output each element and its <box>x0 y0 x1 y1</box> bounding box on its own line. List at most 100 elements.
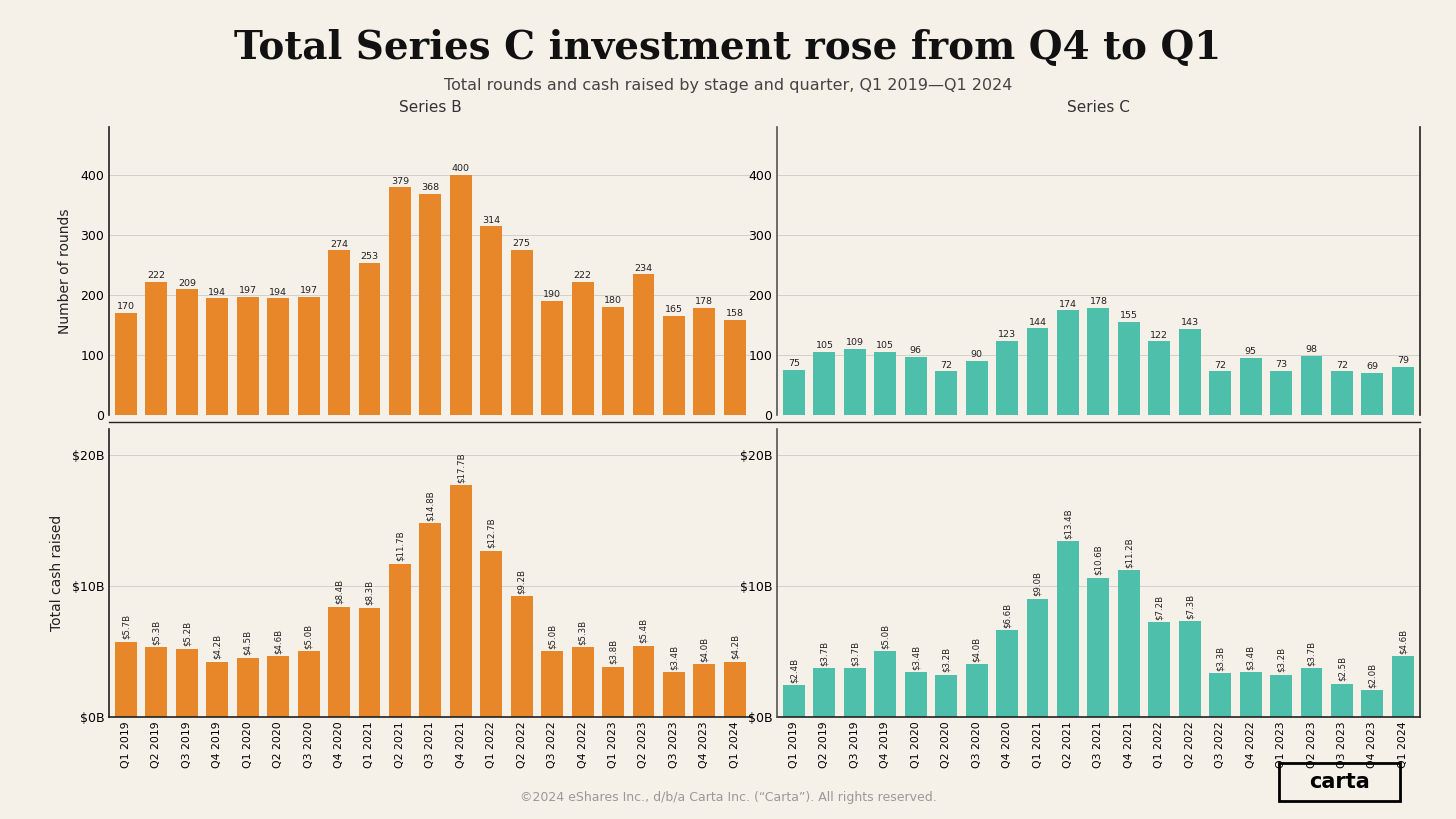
Text: $5.2B: $5.2B <box>182 621 191 646</box>
Bar <box>176 649 198 717</box>
Bar <box>207 298 229 414</box>
Text: $3.2B: $3.2B <box>1277 647 1286 672</box>
Text: carta: carta <box>1309 771 1370 792</box>
Text: ©2024 eShares Inc., d/b/a Carta Inc. (“Carta”). All rights reserved.: ©2024 eShares Inc., d/b/a Carta Inc. (“C… <box>520 791 936 804</box>
Bar <box>1270 675 1291 717</box>
Bar <box>572 282 594 414</box>
Text: $4.2B: $4.2B <box>213 634 221 659</box>
Text: $3.7B: $3.7B <box>1307 640 1316 666</box>
Text: $9.2B: $9.2B <box>517 568 526 594</box>
Bar <box>996 341 1018 414</box>
Text: $4.0B: $4.0B <box>973 636 981 662</box>
Text: 194: 194 <box>208 287 226 296</box>
Text: $8.4B: $8.4B <box>335 579 344 604</box>
Y-axis label: Number of rounds: Number of rounds <box>58 208 73 333</box>
Text: $5.0B: $5.0B <box>304 623 313 649</box>
Bar <box>572 647 594 717</box>
Text: $12.7B: $12.7B <box>486 518 495 548</box>
Text: 123: 123 <box>997 330 1016 339</box>
Bar <box>1239 358 1261 414</box>
Text: 105: 105 <box>877 341 894 350</box>
Text: 253: 253 <box>361 252 379 261</box>
Bar <box>419 194 441 414</box>
Text: $10.6B: $10.6B <box>1093 545 1104 576</box>
Text: $11.2B: $11.2B <box>1124 537 1133 568</box>
Bar <box>480 226 502 414</box>
Bar <box>480 550 502 717</box>
Bar <box>904 357 926 414</box>
Text: 222: 222 <box>574 271 591 280</box>
Text: $5.4B: $5.4B <box>639 618 648 644</box>
Text: $3.2B: $3.2B <box>942 647 951 672</box>
Bar <box>450 485 472 717</box>
Bar <box>935 675 957 717</box>
Bar <box>297 651 319 717</box>
Bar <box>662 315 684 414</box>
Bar <box>904 672 926 717</box>
Text: 69: 69 <box>1366 363 1379 372</box>
Bar <box>965 360 987 414</box>
Text: 178: 178 <box>696 297 713 306</box>
Text: $2.4B: $2.4B <box>789 658 798 682</box>
Text: $9.0B: $9.0B <box>1034 572 1042 596</box>
Bar <box>1149 622 1171 717</box>
Bar <box>1392 657 1414 717</box>
Text: 234: 234 <box>635 264 652 273</box>
Bar <box>328 251 349 414</box>
Bar <box>632 274 654 414</box>
Bar <box>207 662 229 717</box>
Text: 197: 197 <box>300 286 317 295</box>
Bar <box>1361 690 1383 717</box>
Text: 72: 72 <box>1214 360 1226 369</box>
Text: 180: 180 <box>604 296 622 305</box>
Text: $4.6B: $4.6B <box>274 629 282 654</box>
Bar <box>450 175 472 414</box>
Bar <box>662 672 684 717</box>
Text: 197: 197 <box>239 286 256 295</box>
Text: Series C: Series C <box>1067 101 1130 115</box>
Text: 170: 170 <box>116 302 135 311</box>
Text: $6.6B: $6.6B <box>1003 603 1012 627</box>
Text: 178: 178 <box>1089 297 1108 306</box>
Bar <box>783 369 805 414</box>
Bar <box>358 263 380 414</box>
Bar <box>268 657 290 717</box>
Bar <box>814 668 836 717</box>
Text: 158: 158 <box>725 309 744 318</box>
Bar <box>542 301 563 414</box>
Bar <box>996 631 1018 717</box>
Bar <box>1300 356 1322 414</box>
Bar <box>965 664 987 717</box>
Bar <box>724 662 745 717</box>
Text: $3.4B: $3.4B <box>1246 645 1255 670</box>
Text: $11.7B: $11.7B <box>396 531 405 561</box>
Bar <box>875 651 897 717</box>
Text: $3.7B: $3.7B <box>820 640 828 666</box>
Bar <box>814 351 836 414</box>
Text: $5.3B: $5.3B <box>151 620 160 645</box>
Bar <box>603 307 625 414</box>
Text: $8.3B: $8.3B <box>365 581 374 605</box>
Text: $17.7B: $17.7B <box>456 452 466 482</box>
Bar <box>146 282 167 414</box>
Text: 75: 75 <box>788 359 799 368</box>
Text: 105: 105 <box>815 341 833 350</box>
Bar <box>115 313 137 414</box>
Text: Total Series C investment rose from Q4 to Q1: Total Series C investment rose from Q4 t… <box>234 29 1222 66</box>
Bar <box>1088 578 1109 717</box>
Text: 165: 165 <box>665 305 683 314</box>
Bar <box>603 667 625 717</box>
Text: 72: 72 <box>1337 360 1348 369</box>
Text: $2.5B: $2.5B <box>1338 656 1347 681</box>
Bar <box>1057 310 1079 414</box>
Text: 90: 90 <box>971 350 983 359</box>
Bar <box>1392 367 1414 414</box>
Text: $4.0B: $4.0B <box>700 636 709 662</box>
Bar <box>1149 342 1171 414</box>
Text: $5.0B: $5.0B <box>881 623 890 649</box>
Text: 274: 274 <box>331 240 348 249</box>
Text: 143: 143 <box>1181 318 1198 327</box>
Bar <box>1300 668 1322 717</box>
Bar <box>935 372 957 414</box>
Text: 73: 73 <box>1275 360 1287 369</box>
